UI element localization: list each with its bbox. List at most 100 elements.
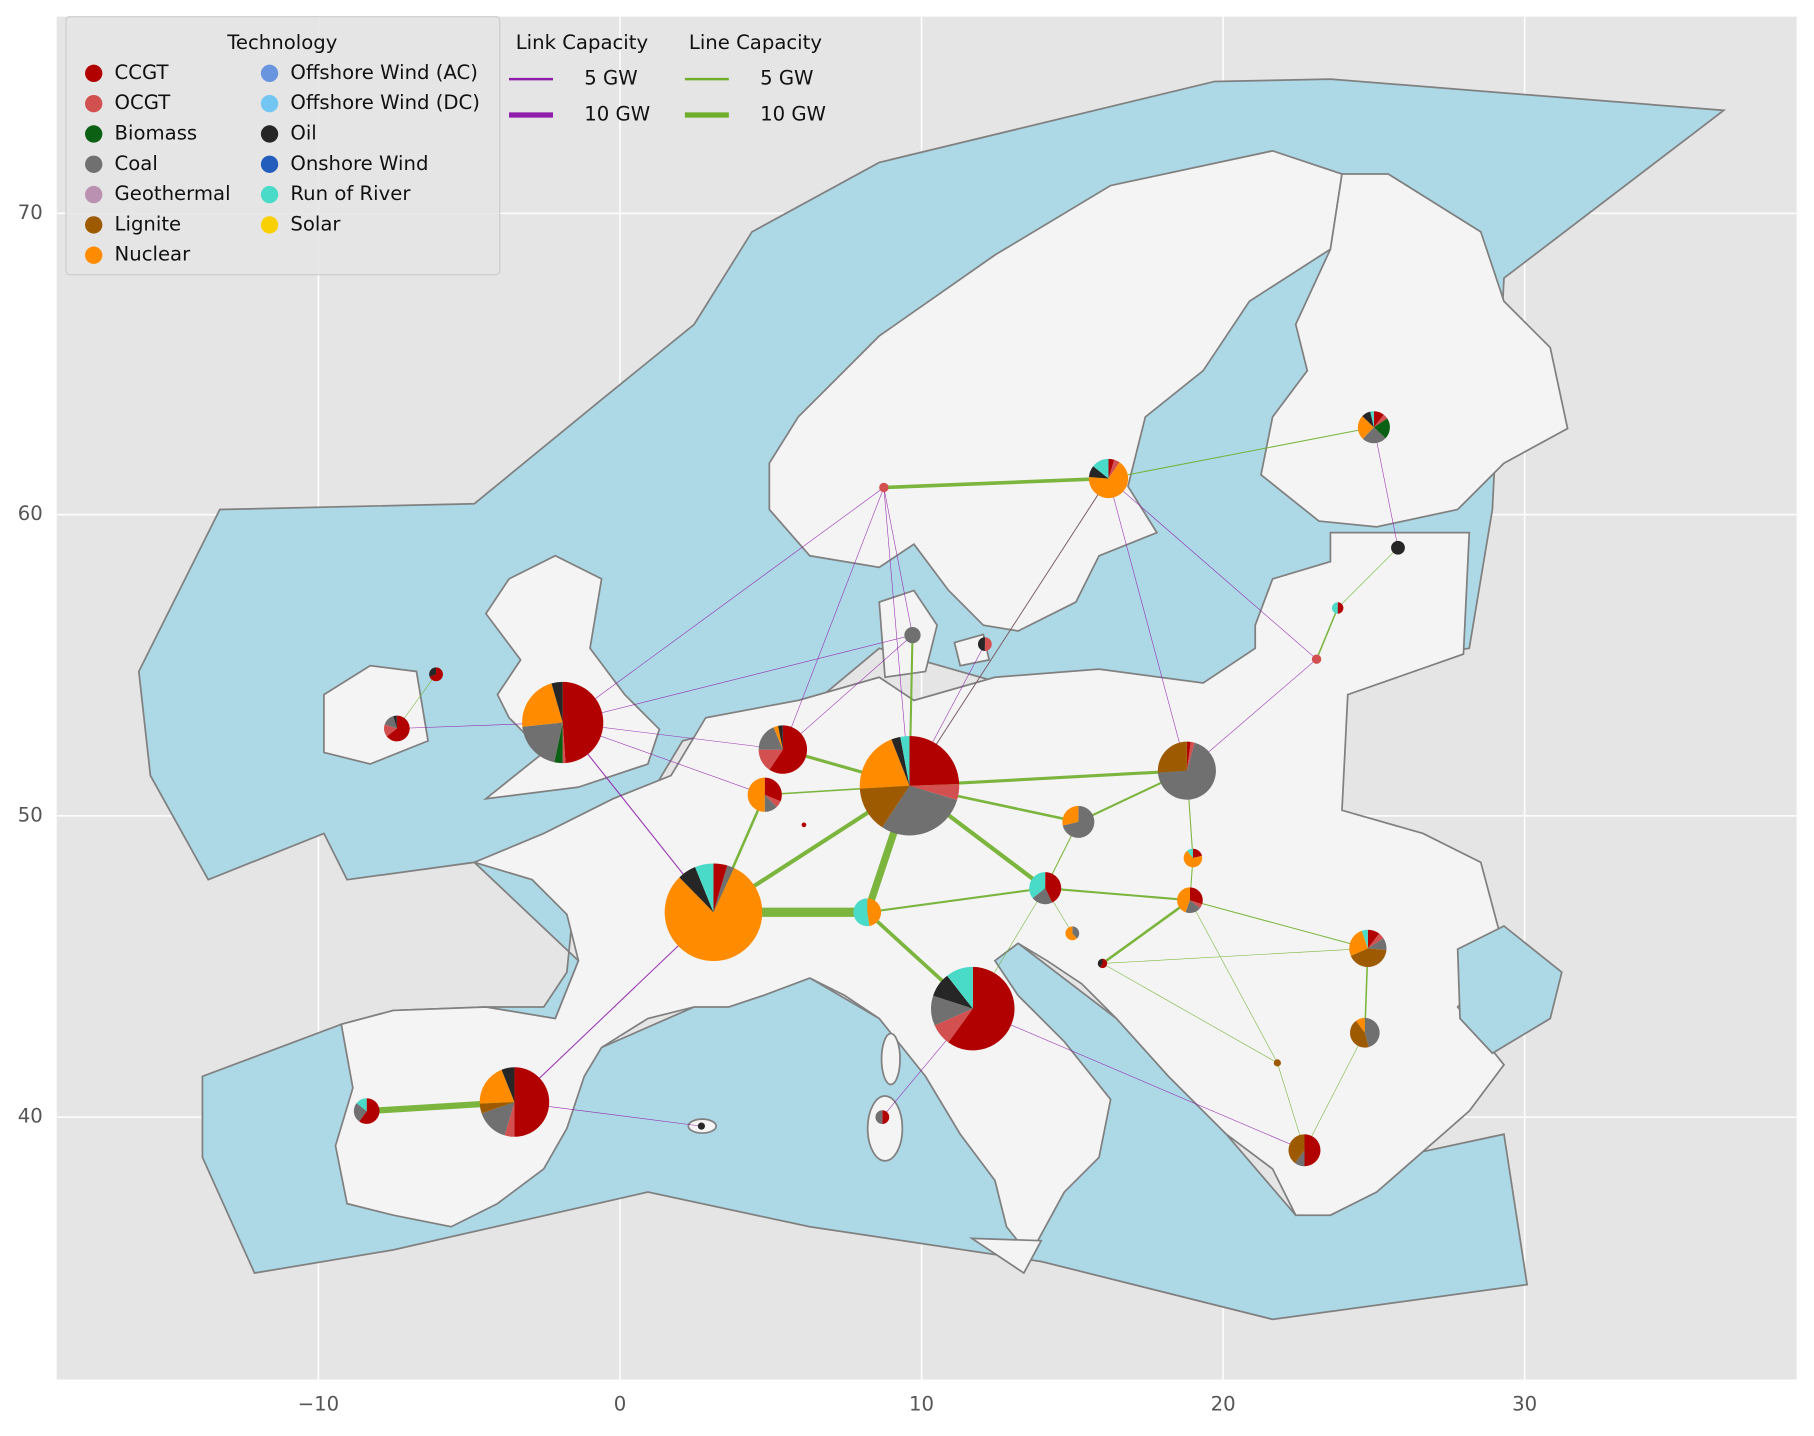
x-tick-label: 0 xyxy=(614,1392,627,1415)
pie-slice xyxy=(875,1110,883,1124)
pie-slice xyxy=(1185,900,1201,914)
geography xyxy=(137,78,1727,1321)
pie-slice xyxy=(1373,414,1388,428)
legend-label: Lignite xyxy=(115,212,182,235)
pie-slice xyxy=(879,482,889,493)
bus xyxy=(853,898,882,927)
legend-label: Offshore Wind (AC) xyxy=(290,61,478,84)
legend-title: Technology xyxy=(226,31,337,54)
pie-slice xyxy=(1331,602,1338,614)
line xyxy=(1108,426,1374,479)
x-tick-label: 30 xyxy=(1512,1392,1537,1415)
pie-slice xyxy=(1032,888,1053,905)
legend-label: 5 GW xyxy=(584,67,637,90)
pie-slice xyxy=(859,785,910,828)
bus xyxy=(479,1067,550,1137)
bus xyxy=(697,1122,705,1130)
pie-slice xyxy=(384,716,397,729)
pie-slice xyxy=(1295,1150,1305,1167)
pie-slice xyxy=(429,667,437,677)
pie-slice xyxy=(891,736,910,786)
black-sea xyxy=(1456,924,1563,1055)
pie-slice xyxy=(1088,466,1109,479)
pie-slice xyxy=(859,739,910,789)
link xyxy=(782,487,885,750)
legend-marker xyxy=(260,185,279,204)
bus xyxy=(879,482,889,493)
pie-slice xyxy=(773,725,783,750)
sardinia xyxy=(866,1095,904,1162)
sicily xyxy=(968,1237,1043,1275)
legend-label: Biomass xyxy=(115,121,198,144)
pie-slice xyxy=(764,794,777,812)
pie-slice xyxy=(900,735,910,786)
legend: Technology Link Capacity Line Capacity C… xyxy=(65,16,826,276)
pie-slice xyxy=(664,867,763,962)
legend-label: Offshore Wind (DC) xyxy=(290,91,480,114)
pie-slice xyxy=(1367,929,1380,949)
finland xyxy=(1260,173,1569,528)
pie-slice xyxy=(984,637,992,652)
bus xyxy=(1065,926,1080,941)
pie-slice xyxy=(1186,741,1195,771)
pie-slice xyxy=(522,722,563,763)
legend-label: Onshore Wind xyxy=(290,152,428,175)
pie-slice xyxy=(1367,938,1387,950)
pie-slice xyxy=(713,863,728,913)
bus xyxy=(1177,887,1203,914)
pie-slice xyxy=(562,681,604,763)
y-tick-label: 40 xyxy=(18,1105,43,1128)
pie-slice xyxy=(1362,427,1386,444)
bus xyxy=(1391,540,1405,555)
legend-label: 10 GW xyxy=(584,102,650,125)
pie-slice xyxy=(778,725,783,750)
pie-slice xyxy=(1088,462,1129,499)
pie-slice xyxy=(1186,741,1191,771)
link xyxy=(883,487,913,636)
y-tick-label: 60 xyxy=(18,502,43,525)
link xyxy=(562,634,913,723)
y-tick-label: 70 xyxy=(18,201,43,224)
pie-slice xyxy=(947,966,973,1009)
line xyxy=(1102,963,1278,1064)
link-legend-title: Link Capacity xyxy=(516,31,649,54)
pie-slice xyxy=(429,667,443,682)
pie-slice xyxy=(909,735,960,786)
legend-box xyxy=(65,16,501,276)
link xyxy=(782,634,913,750)
legend-label: Geothermal xyxy=(115,182,231,205)
line xyxy=(1102,948,1368,964)
legend-label: Nuclear xyxy=(115,243,192,266)
pie-slice xyxy=(977,637,985,652)
bus xyxy=(1183,848,1203,868)
pie-slice xyxy=(1350,948,1387,968)
pie-slice xyxy=(501,1067,515,1103)
pie-slice xyxy=(801,822,807,828)
line xyxy=(1337,547,1399,609)
pie-slice xyxy=(1187,848,1193,859)
legend-marker xyxy=(85,125,103,143)
legend-label: Coal xyxy=(115,152,158,175)
legend-label: Solar xyxy=(290,212,341,235)
legend-marker xyxy=(260,94,279,113)
legend-label: Oil xyxy=(290,121,316,144)
pie-slice xyxy=(1373,418,1390,439)
bus xyxy=(1349,929,1387,968)
continental-europe xyxy=(334,531,1506,1258)
pie-slice xyxy=(554,722,563,764)
link xyxy=(1108,478,1188,771)
ticks: −10 0 10 20 30 40 50 60 70 xyxy=(18,201,1537,1416)
pie-slice xyxy=(679,867,714,913)
y-tick-label: 50 xyxy=(18,803,43,826)
x-tick-label: 20 xyxy=(1211,1392,1236,1415)
legend-label: 10 GW xyxy=(760,102,826,125)
pie-slice xyxy=(386,715,410,742)
pie-slice xyxy=(1273,1059,1281,1067)
bus xyxy=(383,715,410,742)
x-tick-label: −10 xyxy=(298,1392,339,1415)
pie-slice xyxy=(1311,654,1322,664)
line xyxy=(1189,899,1368,949)
bus xyxy=(353,1098,380,1124)
pie-slice xyxy=(1189,900,1203,909)
pie-slice xyxy=(1357,416,1374,439)
